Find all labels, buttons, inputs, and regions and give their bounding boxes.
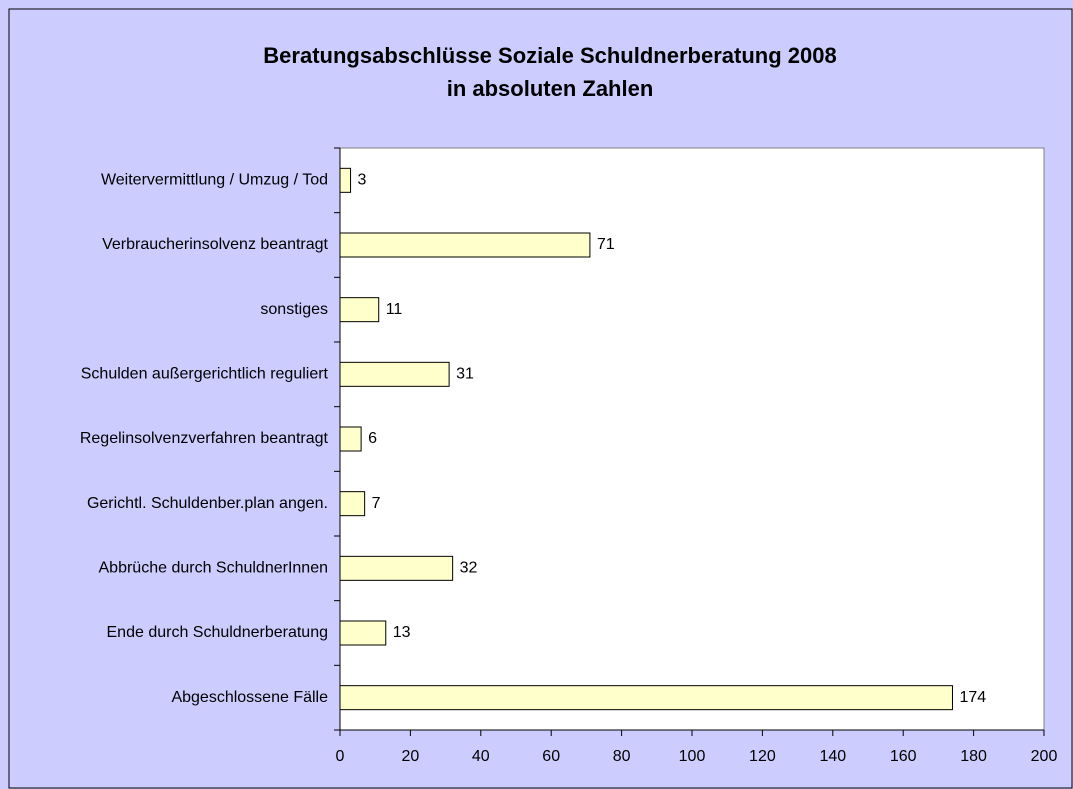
y-tick-label: sonstiges — [260, 301, 328, 318]
y-tick-label: Ende durch Schuldnerberatung — [107, 624, 329, 641]
x-tick-label: 60 — [542, 748, 560, 765]
y-tick-label: Abbrüche durch SchuldnerInnen — [99, 560, 329, 577]
x-tick-label: 80 — [613, 748, 631, 765]
bar — [339, 232, 591, 258]
x-tick-label: 20 — [402, 748, 420, 765]
y-tick-label: Gerichtl. Schuldenber.plan angen. — [87, 495, 328, 512]
y-tick-label: Regelinsolvenzverfahren beantragt — [80, 430, 329, 447]
x-tick-label: 140 — [819, 748, 846, 765]
x-tick-label: 160 — [890, 748, 917, 765]
y-tick-label: Abgeschlossene Fälle — [171, 689, 328, 706]
bar — [339, 685, 953, 711]
x-tick-label: 40 — [472, 748, 490, 765]
y-tick-label: Schulden außergerichtlich reguliert — [81, 366, 329, 383]
x-tick-label: 0 — [336, 748, 345, 765]
x-tick-label: 120 — [749, 748, 776, 765]
data-label: 6 — [368, 430, 377, 447]
x-tick-label: 200 — [1031, 748, 1058, 765]
y-tick-label: Verbraucherinsolvenz beantragt — [102, 236, 328, 253]
data-label: 7 — [372, 495, 381, 512]
data-label: 32 — [460, 560, 478, 577]
data-label: 3 — [358, 172, 367, 189]
y-tick-label: Weitervermittlung / Umzug / Tod — [101, 172, 328, 189]
x-tick-label: 180 — [960, 748, 987, 765]
data-label: 174 — [959, 689, 986, 706]
data-label: 31 — [456, 366, 474, 383]
bar — [339, 361, 450, 387]
data-label: 13 — [393, 624, 411, 641]
frame — [8, 8, 1073, 789]
data-label: 11 — [386, 301, 403, 318]
bar — [339, 491, 366, 517]
bar — [339, 555, 454, 581]
x-tick-label: 100 — [679, 748, 706, 765]
chart-title: in absoluten Zahlen — [447, 76, 654, 101]
bar — [339, 426, 362, 452]
chart-title: Beratungsabschlüsse Soziale Schuldnerber… — [263, 43, 836, 68]
data-label: 71 — [597, 236, 615, 253]
bar — [339, 167, 352, 193]
bar — [339, 620, 387, 646]
bar — [339, 297, 380, 323]
